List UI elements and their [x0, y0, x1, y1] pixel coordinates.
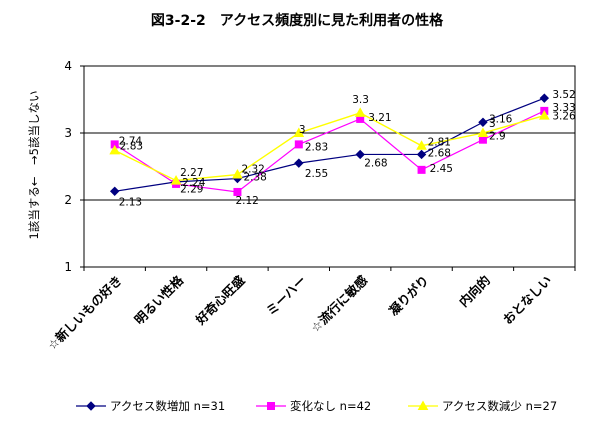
data-label: 3: [299, 124, 306, 136]
legend-label: アクセス数増加 n=31: [110, 399, 225, 413]
gridlines: [84, 132, 575, 201]
data-label: 2.9: [489, 131, 506, 143]
square-marker: [267, 402, 275, 410]
x-category-label: おとなしい: [500, 273, 555, 328]
data-label: 2.27: [180, 167, 203, 179]
x-category-label: 凝りがり: [386, 273, 432, 319]
data-label: 2.68: [364, 157, 387, 169]
data-label: 2.45: [430, 163, 453, 175]
legend-label: アクセス数減少 n=27: [442, 399, 557, 413]
triangle-marker: [109, 144, 121, 155]
data-label: 2.83: [305, 141, 328, 153]
plot-border: [83, 65, 576, 268]
data-label: 2.55: [305, 168, 328, 180]
legend-item: アクセス数増加 n=31: [76, 399, 225, 413]
series-markers: [109, 93, 550, 196]
x-category-label: 好奇心旺盛: [192, 272, 248, 328]
x-category-label: 内向的: [456, 273, 493, 310]
triangle-marker: [170, 175, 182, 185]
triangle-marker: [417, 400, 429, 410]
square-marker: [478, 135, 487, 144]
series-line: [114, 112, 545, 182]
x-category-label: ☆流行に敏感: [308, 272, 371, 335]
data-label: 2.68: [428, 147, 451, 159]
series-lines: [114, 97, 545, 193]
triangle-marker: [416, 140, 427, 150]
x-axis-categories: ☆新しいもの好き 明るい性格 好奇心旺盛 ミーハー☆流行に敏感 凝りがり 内向的 おとなしい: [44, 267, 576, 353]
data-label: 3.52: [552, 89, 575, 101]
diamond-marker: [478, 117, 488, 127]
data-labels: 2.13 2.27 2.32 2.55 2.68 2.68 3.16 3.52 2.83 2.24…: [119, 89, 576, 208]
y-tick-label: 4: [64, 59, 72, 73]
diamond-marker: [86, 401, 96, 411]
y-tick-label: 3: [64, 126, 72, 140]
chart-title: 図3-2-2 アクセス頻度別に見た利用者の性格: [151, 12, 444, 29]
data-label: 3.26: [552, 111, 576, 123]
data-label: 2.81: [428, 137, 451, 149]
square-marker: [233, 187, 242, 196]
data-label: 3.21: [368, 112, 391, 124]
data-label: 2.12: [235, 195, 258, 207]
data-label: 2.29: [180, 184, 203, 196]
plot-area: [83, 65, 576, 268]
triangle-marker: [538, 110, 550, 120]
x-category-label: 明るい性格: [131, 272, 186, 327]
triangle-marker: [232, 169, 243, 179]
diamond-marker: [539, 93, 550, 103]
triangle-marker: [354, 107, 366, 117]
x-category-label: ミーハー: [263, 273, 309, 319]
data-label: 2.38: [243, 172, 266, 184]
diamond-marker: [294, 158, 304, 168]
data-label: 2.32: [241, 164, 264, 176]
diamond-marker: [109, 186, 120, 196]
y-axis-ticks: 1 2 3 4: [64, 59, 84, 274]
square-marker: [294, 140, 303, 149]
triangle-marker: [477, 127, 489, 137]
square-marker: [417, 165, 426, 174]
legend: アクセス数増加 n=31 変化なし n=42 アクセス数減少 n=27: [76, 399, 557, 413]
series-line: [114, 110, 545, 193]
legend-label: 変化なし n=42: [290, 399, 371, 413]
data-label: 3.16: [489, 113, 513, 125]
legend-item: アクセス数減少 n=27: [408, 399, 557, 413]
data-label: 3.3: [352, 94, 369, 106]
y-axis-label: 1該当する← →5該当しない: [27, 91, 41, 240]
data-label: 3.33: [552, 102, 575, 114]
y-tick-label: 2: [64, 193, 72, 207]
data-label: 2.74: [119, 135, 143, 147]
series-line: [114, 97, 545, 192]
x-category-label: ☆新しいもの好き: [44, 273, 124, 353]
triangle-marker: [293, 127, 305, 137]
data-label: 3: [489, 118, 496, 130]
y-tick-label: 1: [64, 260, 72, 274]
data-label: 2.13: [119, 196, 142, 208]
data-label: 2.24: [182, 177, 206, 189]
diamond-marker: [416, 149, 427, 160]
diamond-marker: [355, 149, 365, 160]
data-label: 2.83: [120, 140, 143, 152]
legend-item: 変化なし n=42: [256, 399, 371, 413]
